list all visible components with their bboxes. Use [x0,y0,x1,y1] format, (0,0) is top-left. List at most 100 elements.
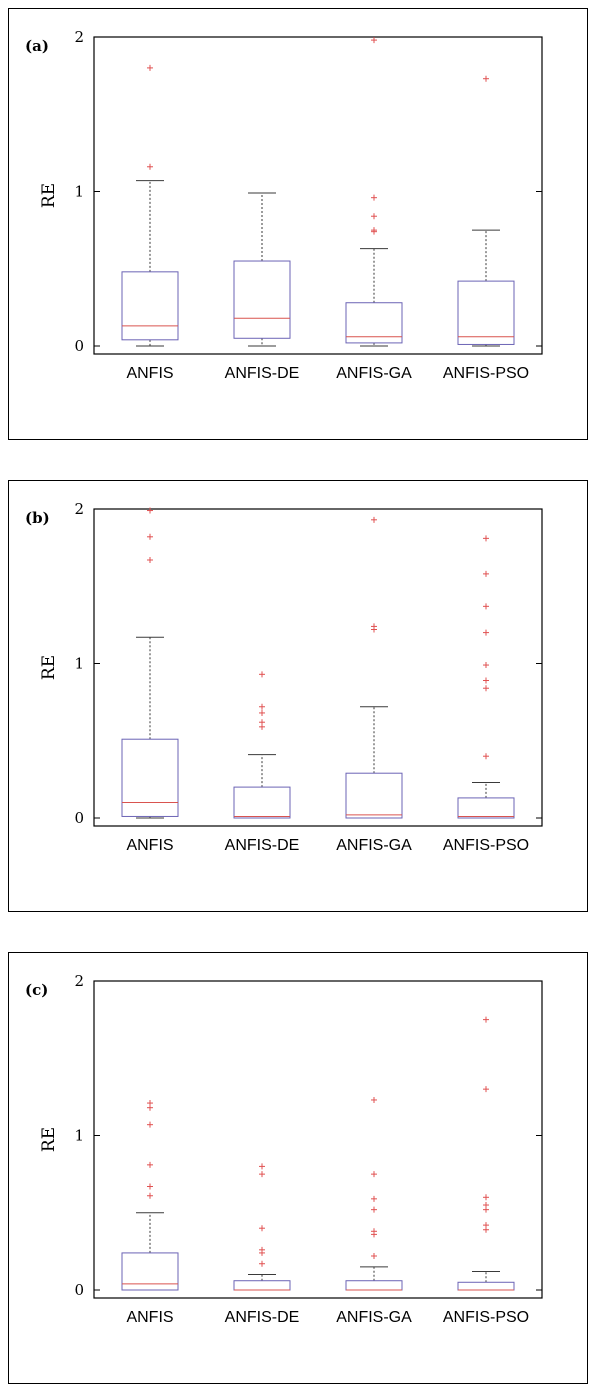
box-anfis-ga [345,1096,403,1291]
box-iqr [233,260,291,339]
box-iqr [457,1281,515,1291]
outlier-point [371,623,377,630]
outlier-point [371,37,377,44]
outlier-point [147,556,153,563]
outlier-point [259,671,265,678]
x-category-label: ANFIS [126,365,173,382]
x-category-label: ANFIS [126,837,173,854]
outlier-point [147,1100,153,1107]
panel-label: (c) [25,981,48,999]
box-anfis-ga [345,37,403,347]
boxplot-c: 0 1 2 RE (c) ANFIS ANFIS-DE ANFIS-GA ANFIS-PSO [25,972,543,1326]
outlier-point [371,1096,377,1103]
y-axis-label: RE [39,655,59,680]
panel-label: (a) [25,37,49,55]
plot-frame [93,980,543,1299]
boxplot-b: 0 1 2 RE (b) ANFIS ANFIS-DE ANFIS-GA ANFIS-PSO [25,500,543,854]
outlier-point [371,516,377,523]
boxplot-a: 0 1 2 RE (a) ANFIS ANFIS-DE ANFIS-GA ANFIS-PSO [25,28,543,382]
x-category-label: ANFIS [126,1309,173,1326]
box-iqr [121,738,179,817]
outlier-point [483,1194,489,1201]
outlier-point [259,709,265,716]
box-anfis-pso [457,1016,515,1291]
box-iqr [457,797,515,819]
x-category-label: ANFIS-DE [225,365,300,382]
box-iqr [121,271,179,341]
box-iqr [233,786,291,819]
outlier-point [259,1171,265,1178]
y-tick-label: 0 [74,1281,84,1299]
outlier-point [483,603,489,610]
x-category-label: ANFIS-GA [336,837,412,854]
box-anfis-de [233,671,291,819]
x-category-label: ANFIS-DE [225,1309,300,1326]
box-anfis [121,64,179,347]
outlier-point [259,719,265,726]
y-tick-label: 2 [74,500,84,518]
outlier-point [371,227,377,234]
outlier-point [259,1260,265,1267]
outlier-point [371,1171,377,1178]
x-category-label: ANFIS-PSO [443,1309,529,1326]
outlier-point [147,163,153,170]
box-anfis [121,1100,179,1291]
panel-label: (b) [25,509,50,527]
outlier-point [371,213,377,220]
outlier-point [371,1253,377,1260]
outlier-point [483,685,489,692]
outlier-point [371,1195,377,1202]
box-iqr [345,772,403,819]
box-iqr [121,1252,179,1291]
outlier-point [371,1228,377,1235]
outlier-point [483,1086,489,1093]
y-tick-label: 2 [74,28,84,46]
outlier-point [147,1192,153,1199]
y-tick-label: 1 [74,655,84,673]
panel-a: 0 1 2 RE (a) ANFIS ANFIS-DE ANFIS-GA ANFIS-PSO [8,8,588,440]
outlier-point [259,703,265,710]
outlier-point [483,629,489,636]
outlier-point [371,194,377,201]
outlier-point [483,662,489,669]
outlier-point [483,570,489,577]
x-category-label: ANFIS-DE [225,837,300,854]
box-anfis-pso [457,75,515,347]
panel-b: 0 1 2 RE (b) ANFIS ANFIS-DE ANFIS-GA ANFIS-PSO [8,480,588,912]
outlier-point [483,1016,489,1023]
outlier-point [147,64,153,71]
x-category-label: ANFIS-PSO [443,365,529,382]
outlier-point [483,753,489,760]
x-category-label: ANFIS-GA [336,365,412,382]
y-tick-label: 0 [74,337,84,355]
outlier-point [259,1163,265,1170]
y-tick-label: 2 [74,972,84,990]
y-axis-label: RE [39,183,59,208]
outlier-point [483,1222,489,1229]
outlier-point [147,1161,153,1168]
outlier-point [483,75,489,82]
y-tick-label: 1 [74,183,84,201]
outlier-point [371,1206,377,1213]
outlier-point [259,1246,265,1253]
outlier-point [259,1225,265,1232]
x-category-label: ANFIS-GA [336,1309,412,1326]
box-anfis-ga [345,516,403,819]
outlier-point [147,507,153,514]
y-tick-label: 1 [74,1127,84,1145]
outlier-point [483,535,489,542]
x-category-label: ANFIS-PSO [443,837,529,854]
box-anfis-pso [457,535,515,819]
panel-c: 0 1 2 RE (c) ANFIS ANFIS-DE ANFIS-GA ANFIS-PSO [8,952,588,1384]
outlier-point [147,1183,153,1190]
box-iqr [345,1280,403,1291]
box-iqr [457,280,515,345]
box-anfis-de [233,1163,291,1291]
outlier-point [483,1202,489,1209]
box-iqr [345,302,403,344]
y-tick-label: 0 [74,809,84,827]
outlier-point [147,533,153,540]
box-iqr [233,1280,291,1291]
y-axis-label: RE [39,1127,59,1152]
plot-frame [93,36,543,355]
